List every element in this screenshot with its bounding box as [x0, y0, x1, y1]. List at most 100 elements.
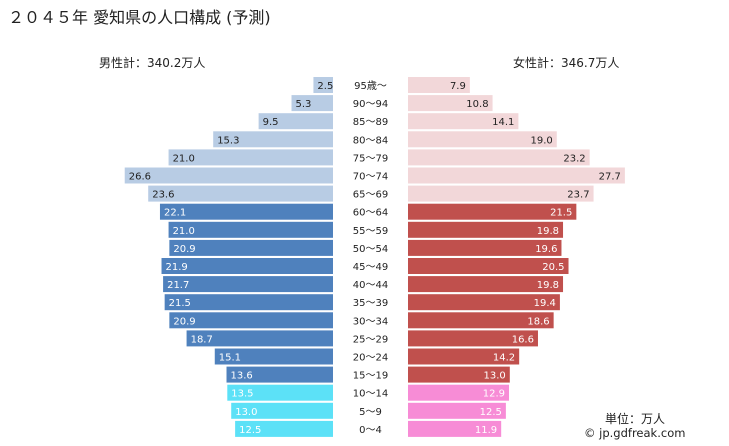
female-value-label: 19.0 [531, 135, 553, 146]
male-value-label: 21.0 [173, 153, 195, 164]
male-value-label: 21.9 [166, 262, 188, 273]
male-value-label: 13.5 [231, 389, 253, 400]
female-value-label: 12.9 [483, 389, 505, 400]
male-bar [163, 276, 333, 293]
female-bar [408, 366, 510, 383]
age-group-label: 55～59 [353, 226, 388, 237]
age-group-label: 65～69 [353, 190, 388, 201]
age-group-label: 0～4 [359, 425, 382, 436]
male-bar [124, 167, 333, 184]
male-bar [213, 131, 333, 148]
age-group-label: 70～74 [353, 172, 388, 183]
chart-title: ２０４５年 愛知県の人口構成 (予測) [8, 8, 271, 27]
female-value-label: 7.9 [450, 81, 466, 92]
age-group-label: 75～79 [353, 153, 388, 164]
male-bar [291, 95, 333, 112]
female-value-label: 20.5 [542, 262, 564, 273]
female-value-label: 11.9 [475, 425, 497, 436]
female-bar [408, 258, 569, 274]
age-group-label: 5～9 [359, 407, 382, 418]
female-bar [408, 131, 557, 148]
male-bar [258, 113, 333, 130]
male-bar [235, 420, 333, 437]
female-value-label: 14.1 [492, 117, 514, 128]
female-bar [408, 185, 594, 202]
female-bar [408, 113, 519, 130]
female-bar [408, 203, 577, 220]
female-value-label: 19.8 [537, 226, 559, 237]
female-bar [408, 77, 470, 93]
female-bar [408, 149, 590, 166]
female-bar [408, 167, 625, 184]
age-group-label: 40～44 [353, 280, 388, 291]
male-bar [164, 294, 333, 311]
age-group-label: 85～89 [353, 117, 388, 128]
age-group-label: 20～24 [353, 353, 388, 364]
female-bar [408, 312, 554, 329]
male-value-label: 21.5 [169, 298, 191, 309]
male-value-label: 13.0 [235, 407, 257, 418]
female-value-label: 13.0 [484, 371, 506, 382]
female-value-label: 19.8 [537, 280, 559, 291]
male-value-label: 18.7 [191, 334, 213, 345]
male-value-label: 13.6 [231, 371, 253, 382]
female-value-label: 21.5 [550, 208, 572, 219]
female-bar [408, 384, 510, 401]
female-bar [408, 348, 520, 365]
age-group-label: 90～94 [353, 99, 388, 110]
male-value-label: 2.5 [317, 81, 333, 92]
female-bar [408, 221, 564, 238]
male-bar [169, 239, 333, 256]
female-value-label: 19.6 [535, 244, 557, 255]
unit-label: 単位：万人 [605, 412, 666, 426]
male-bar [214, 348, 333, 365]
female-value-label: 18.6 [527, 316, 549, 327]
male-bar [231, 402, 333, 419]
male-value-label: 20.9 [173, 316, 195, 327]
male-value-label: 15.1 [219, 353, 241, 364]
female-bar [408, 239, 562, 256]
male-value-label: 21.0 [173, 226, 195, 237]
female-value-label: 23.7 [567, 190, 589, 201]
age-group-label: 30～34 [353, 316, 388, 327]
male-value-label: 20.9 [173, 244, 195, 255]
male-bar [161, 258, 333, 274]
female-total-label: 女性計：346.7万人 [513, 56, 620, 70]
female-value-label: 14.2 [493, 353, 515, 364]
female-value-label: 12.5 [480, 407, 502, 418]
female-bar [408, 402, 506, 419]
male-bar [186, 330, 333, 347]
age-group-label: 10～14 [353, 389, 388, 400]
male-value-label: 22.1 [164, 208, 186, 219]
age-group-label: 50～54 [353, 244, 388, 255]
male-bar [159, 203, 333, 220]
female-bar [408, 276, 564, 293]
female-value-label: 16.6 [512, 334, 534, 345]
age-group-label: 45～49 [353, 262, 388, 273]
credit-text: © jp.gdfreak.com [584, 426, 686, 440]
age-group-label: 25～29 [353, 334, 388, 345]
female-bar [408, 294, 560, 311]
male-value-label: 23.6 [152, 190, 174, 201]
female-bar [408, 95, 493, 112]
age-group-label: 35～39 [353, 298, 388, 309]
male-value-label: 9.5 [263, 117, 279, 128]
age-group-label: 60～64 [353, 208, 388, 219]
male-total-label: 男性計：340.2万人 [99, 56, 206, 70]
male-bar [313, 77, 333, 93]
female-value-label: 10.8 [466, 99, 488, 110]
age-group-label: 15～19 [353, 371, 388, 382]
male-value-label: 5.3 [296, 99, 312, 110]
male-value-label: 21.7 [167, 280, 189, 291]
female-value-label: 23.2 [563, 153, 585, 164]
male-bar [227, 384, 333, 401]
male-bar [169, 312, 333, 329]
male-value-label: 26.6 [129, 172, 151, 183]
male-bar [168, 221, 333, 238]
female-bar [408, 330, 538, 347]
female-value-label: 19.4 [534, 298, 556, 309]
male-bar [148, 185, 333, 202]
male-bar [168, 149, 333, 166]
age-group-label: 95歳～ [354, 80, 387, 92]
male-value-label: 15.3 [217, 135, 239, 146]
